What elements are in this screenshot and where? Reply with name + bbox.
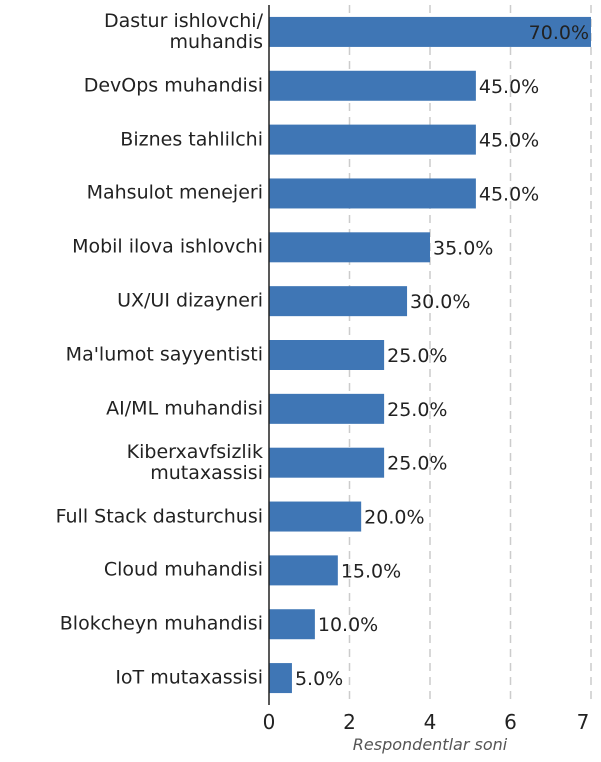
value-label: 35.0% <box>433 237 493 259</box>
y-tick-label: Blokcheyn muhandisi <box>59 612 263 635</box>
value-label: 25.0% <box>387 345 447 367</box>
value-label: 10.0% <box>318 614 378 636</box>
y-tick-label: Ma'lumot sayyentisti <box>65 343 263 366</box>
bar <box>269 178 476 209</box>
value-label: 5.0% <box>295 668 343 690</box>
bar <box>269 340 385 370</box>
value-label: 45.0% <box>479 183 539 205</box>
value-label: 25.0% <box>387 453 447 475</box>
y-tick-label: Cloud muhandisi <box>103 558 263 581</box>
x-axis-title: Respondentlar soni <box>353 735 508 754</box>
y-tick-label: UX/UI dizayneri <box>117 289 263 312</box>
value-label: 15.0% <box>341 560 401 582</box>
bar <box>269 555 338 586</box>
value-label: 20.0% <box>364 507 424 529</box>
value-label: 70.0% <box>529 22 589 44</box>
value-label: 45.0% <box>479 76 539 98</box>
bar <box>269 393 385 424</box>
bar <box>269 232 430 263</box>
bar <box>269 124 476 155</box>
bar <box>269 70 476 101</box>
y-tick-label: Mahsulot menejeri <box>86 181 263 204</box>
x-tick-label: 0 <box>263 710 276 734</box>
y-tick-label: AI/ML muhandisi <box>106 397 263 420</box>
value-label: 25.0% <box>387 399 447 421</box>
bar <box>269 663 292 694</box>
x-tick-label: 7 <box>577 710 590 734</box>
x-tick-label: 4 <box>424 710 437 734</box>
y-tick-label: Dastur ishlovchi/ muhandis <box>103 9 263 53</box>
y-tick-label: Full Stack dasturchusi <box>55 505 263 528</box>
bar <box>269 16 591 47</box>
value-label: 45.0% <box>479 130 539 152</box>
y-tick-label: IoT mutaxassisi <box>115 666 263 689</box>
bar <box>269 447 385 478</box>
value-label: 30.0% <box>410 291 470 313</box>
y-tick-label: Mobil ilova ishlovchi <box>72 235 263 258</box>
bar <box>269 609 315 640</box>
bar <box>269 501 362 532</box>
x-tick-label: 2 <box>343 710 356 734</box>
y-tick-label: DevOps muhandisi <box>83 74 263 97</box>
bar <box>269 286 408 317</box>
y-tick-label: Biznes tahlilchi <box>120 128 263 151</box>
y-tick-label: Kiberxavfsizlik mutaxassisi <box>126 440 263 484</box>
x-tick-label: 6 <box>504 710 517 734</box>
